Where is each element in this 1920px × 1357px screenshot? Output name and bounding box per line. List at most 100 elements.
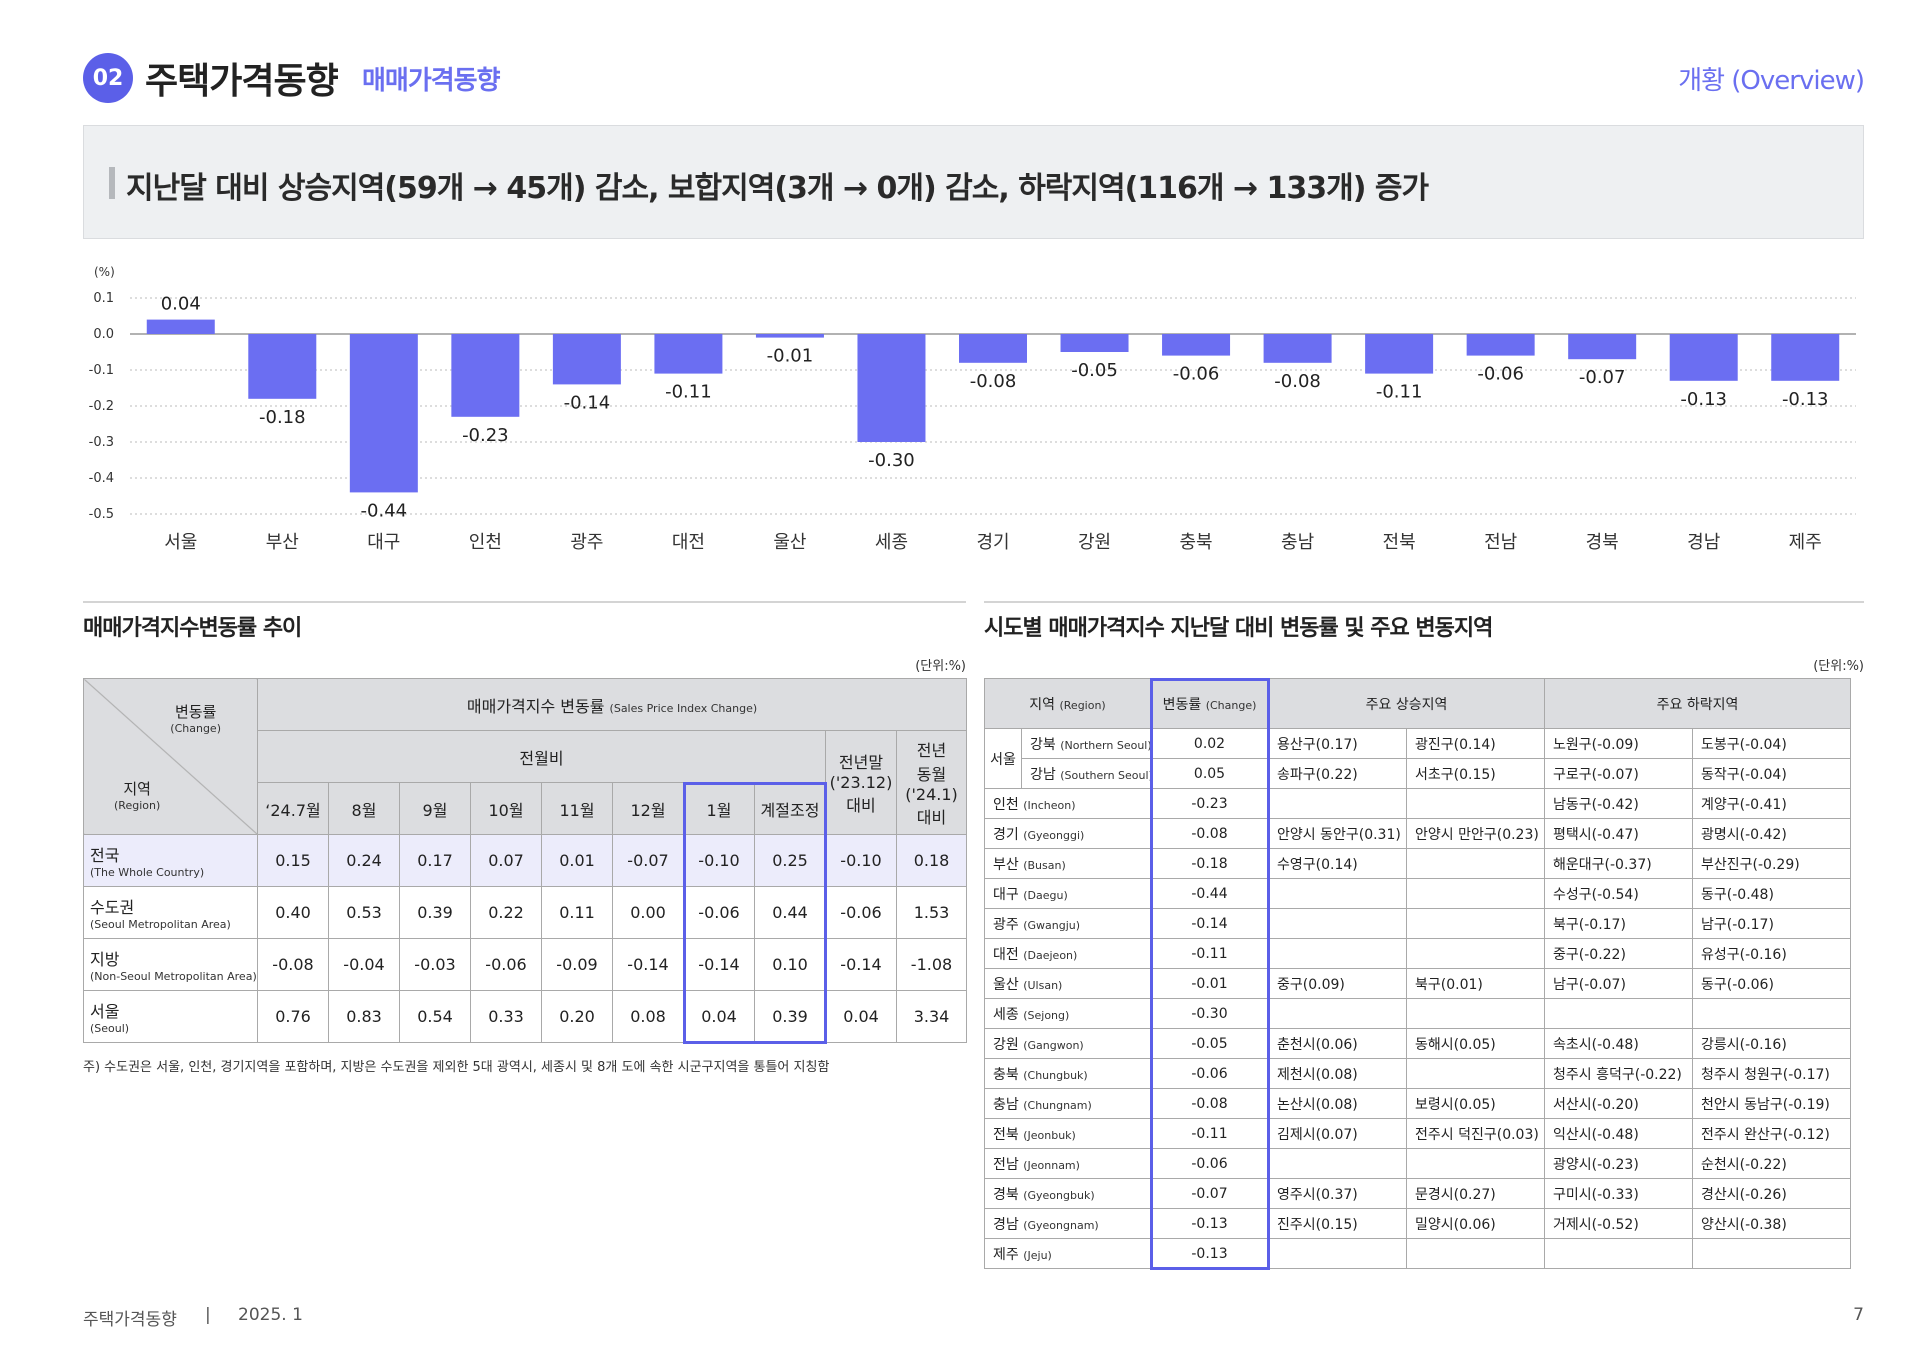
region-name: 울산 xyxy=(993,976,1019,993)
region-cell: 강남 (Southern Seoul) xyxy=(1021,758,1153,789)
rise-cell xyxy=(1268,908,1407,939)
region-en: (Incheon) xyxy=(1023,798,1076,812)
value-label: -0.11 xyxy=(1376,382,1423,403)
value-cell: 0.54 xyxy=(399,990,471,1043)
x-tick-label: 인천 xyxy=(469,532,502,553)
value-cell: 3.34 xyxy=(895,990,968,1043)
region-name: 지방 xyxy=(90,950,120,969)
data-row: 인천 (Incheon) -0.23 남동구(-0.42) 계양구(-0.41) xyxy=(984,788,1852,819)
data-row: 서울 (Seoul) 0.76 0.83 0.54 0.33 0.20 0.08 0.04 0.3… xyxy=(83,990,968,1043)
value-cell: 0.00 xyxy=(612,886,684,939)
region-en: (Seoul) xyxy=(90,1022,130,1035)
region-name: 부산 xyxy=(993,856,1019,873)
value-label: -0.30 xyxy=(868,450,915,471)
data-row: 경기 (Gyeonggi) -0.08 안양시 동안구(0.31) 안양시 만안구(0… xyxy=(984,818,1852,849)
rise-cell: 진주시(0.15) xyxy=(1268,1208,1407,1239)
value-cell: -0.08 xyxy=(257,938,329,991)
value-label: -0.06 xyxy=(1477,364,1524,385)
change-cell: -0.08 xyxy=(1150,818,1269,849)
x-tick-label: 전북 xyxy=(1383,532,1416,553)
yoy-header-line: 동월 xyxy=(916,765,947,784)
header-row: 변동률 (Change) 지역 (Region) 매매가격지수 변동률 (Sales P… xyxy=(83,678,968,835)
data-row: 전국 (The Whole Country) 0.15 0.24 0.17 0.07 0.0… xyxy=(83,834,968,887)
rise-cell: 송파구(0.22) xyxy=(1268,758,1407,789)
fall-cell: 순천시(-0.22) xyxy=(1692,1148,1852,1179)
data-row: 광주 (Gwangju) -0.14 북구(-0.17) 남구(-0.17) xyxy=(984,908,1852,939)
right-table-title: 시도별 매매가격지수 지난달 대비 변동률 및 주요 변동지역 xyxy=(984,616,1493,641)
left-table-title: 매매가격지수변동률 추이 xyxy=(83,616,302,641)
y-tick-label: -0.4 xyxy=(89,471,114,486)
region-en: (Jeonbuk) xyxy=(1023,1128,1076,1142)
page-number: 7 xyxy=(1853,1305,1864,1325)
y-tick-label: 0.0 xyxy=(93,327,114,342)
value-cell: 0.40 xyxy=(257,886,329,939)
change-cell: -0.18 xyxy=(1150,848,1269,879)
value-label: -0.08 xyxy=(1274,371,1321,392)
rise-cell: 중구(0.09) xyxy=(1268,968,1407,999)
data-row: 대구 (Daegu) -0.44 수성구(-0.54) 동구(-0.48) xyxy=(984,878,1852,909)
fall-cell: 강릉시(-0.16) xyxy=(1692,1028,1852,1059)
x-tick-label: 충남 xyxy=(1281,532,1314,553)
value-label: 0.04 xyxy=(161,294,201,315)
yoy-header-line: ('24.1) xyxy=(905,785,958,804)
x-tick-label: 충북 xyxy=(1179,532,1212,553)
ytd-header: 전년말 ('23.12) 대비 xyxy=(825,730,897,835)
yoy-header: 전년 동월 ('24.1) 대비 xyxy=(895,730,968,835)
fall-cell: 광명시(-0.42) xyxy=(1692,818,1852,849)
data-row: 강남 (Southern Seoul) 0.05 송파구(0.22) 서초구(0.15… xyxy=(985,758,1852,789)
fall-cell: 남동구(-0.42) xyxy=(1544,788,1694,819)
region-cell: 세종 (Sejong) xyxy=(984,998,1151,1029)
rise-cell xyxy=(1268,1238,1407,1269)
group-cell: 서울 xyxy=(984,728,1022,789)
region-cell: 강원 (Gangwon) xyxy=(984,1028,1151,1059)
x-tick-label: 대구 xyxy=(367,532,400,553)
change-header-text: 변동률 xyxy=(1162,696,1202,713)
region-cell: 제주 (Jeju) xyxy=(984,1238,1151,1269)
x-tick-label: 강원 xyxy=(1078,532,1111,553)
value-cell: 0.76 xyxy=(257,990,329,1043)
x-tick-label: 부산 xyxy=(266,532,299,553)
data-row: 대전 (Daejeon) -0.11 중구(-0.22) 유성구(-0.16) xyxy=(984,938,1852,969)
data-row: 충남 (Chungnam) -0.08 논산시(0.08) 보령시(0.05) 서산시(… xyxy=(984,1088,1852,1119)
yoy-header-line: 대비 xyxy=(916,808,947,827)
change-header-en: (Change) xyxy=(1205,698,1257,712)
x-tick-label: 경북 xyxy=(1586,532,1619,553)
value-cell: 0.83 xyxy=(328,990,400,1043)
bar xyxy=(552,334,621,385)
section-rule xyxy=(83,601,966,603)
rise-cell xyxy=(1405,1238,1546,1269)
x-tick-label: 대전 xyxy=(672,532,705,553)
value-cell: 0.22 xyxy=(470,886,542,939)
fall-cell: 중구(-0.22) xyxy=(1544,938,1694,969)
value-cell: 0.25 xyxy=(754,834,826,887)
region-table: 지역 (Region) 변동률 (Change) 주요 상승지역 주요 하락지역 서울 강… xyxy=(984,678,1852,1269)
bar xyxy=(959,334,1027,363)
rise-cell xyxy=(1405,788,1546,819)
rise-cell: 문경시(0.27) xyxy=(1405,1178,1546,1209)
change-cell: -0.11 xyxy=(1150,1118,1269,1149)
rise-header: 주요 상승지역 xyxy=(1267,678,1546,729)
rise-cell xyxy=(1405,878,1546,909)
x-tick-label: 경기 xyxy=(976,532,1009,553)
data-row: 충북 (Chungbuk) -0.06 제천시(0.08) 청주시 흥덕구(-0.22… xyxy=(984,1058,1852,1089)
fall-cell: 거제시(-0.52) xyxy=(1544,1208,1694,1239)
data-row: 제주 (Jeju) -0.13 xyxy=(984,1238,1852,1269)
value-cell: 0.39 xyxy=(754,990,826,1043)
change-cell: -0.01 xyxy=(1150,968,1269,999)
region-cell: 충북 (Chungbuk) xyxy=(984,1058,1151,1089)
bar xyxy=(654,334,723,374)
bar xyxy=(248,334,317,399)
rise-cell: 동해시(0.05) xyxy=(1405,1028,1546,1059)
rise-cell xyxy=(1405,938,1546,969)
corner-top-text: 변동률 xyxy=(174,703,217,721)
value-label: -0.08 xyxy=(970,371,1017,392)
region-name: 전국 xyxy=(90,846,120,865)
fall-cell: 동구(-0.06) xyxy=(1692,968,1852,999)
rise-cell: 김제시(0.07) xyxy=(1268,1118,1407,1149)
value-cell: 0.11 xyxy=(541,886,613,939)
region-en: (Ulsan) xyxy=(1023,978,1063,992)
fall-cell: 양산시(-0.38) xyxy=(1692,1208,1852,1239)
region-en: (Sejong) xyxy=(1023,1008,1070,1022)
bar xyxy=(1365,334,1434,374)
value-cell: -0.07 xyxy=(612,834,684,887)
